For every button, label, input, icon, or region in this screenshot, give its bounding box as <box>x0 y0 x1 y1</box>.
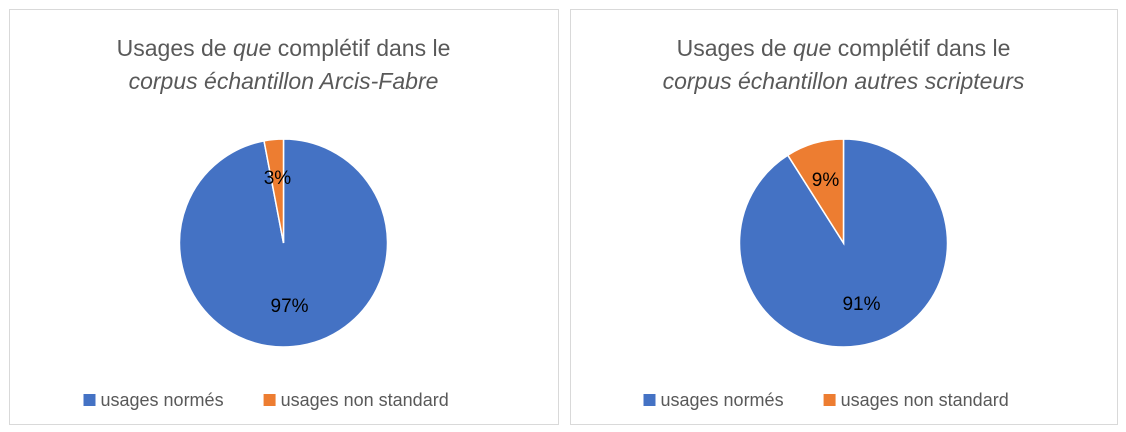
title-run: Usages de <box>677 35 793 61</box>
chart-title: Usages de que complétif dans le <box>117 35 451 61</box>
legend-label: usages non standard <box>841 390 1009 410</box>
data-label: 9% <box>812 170 840 191</box>
legend-swatch <box>643 394 656 406</box>
data-label: 91% <box>842 294 880 315</box>
legend-label: usages normés <box>101 390 224 410</box>
pie-slice <box>786 138 845 246</box>
chart-title: Usages de que complétif dans le <box>677 35 1011 61</box>
title-run: complétif dans le <box>831 35 1010 61</box>
title-run: que <box>793 35 831 61</box>
legend-swatch <box>83 394 96 406</box>
legend-swatch <box>823 394 836 406</box>
legend-label: usages non standard <box>281 390 449 410</box>
title-run: Usages de <box>117 35 233 61</box>
pie-chart: Usages de que complétif dans le corpus éc… <box>9 9 559 425</box>
title-run: que <box>233 35 271 61</box>
title-run: complétif dans le <box>271 35 450 61</box>
chart-title: corpus échantillon autres scripteurs <box>663 68 1025 94</box>
chart-title: corpus échantillon Arcis-Fabre <box>129 68 439 94</box>
title-run: corpus échantillon autres scripteurs <box>663 68 1025 94</box>
data-label: 97% <box>271 296 309 317</box>
pie-slice <box>263 138 285 244</box>
title-run: corpus échantillon Arcis-Fabre <box>129 68 439 94</box>
data-label: 3% <box>264 168 292 189</box>
legend-label: usages normés <box>661 390 784 410</box>
legend-swatch <box>263 394 276 406</box>
pie-chart: Usages de que complétif dans le corpus éc… <box>570 9 1118 425</box>
